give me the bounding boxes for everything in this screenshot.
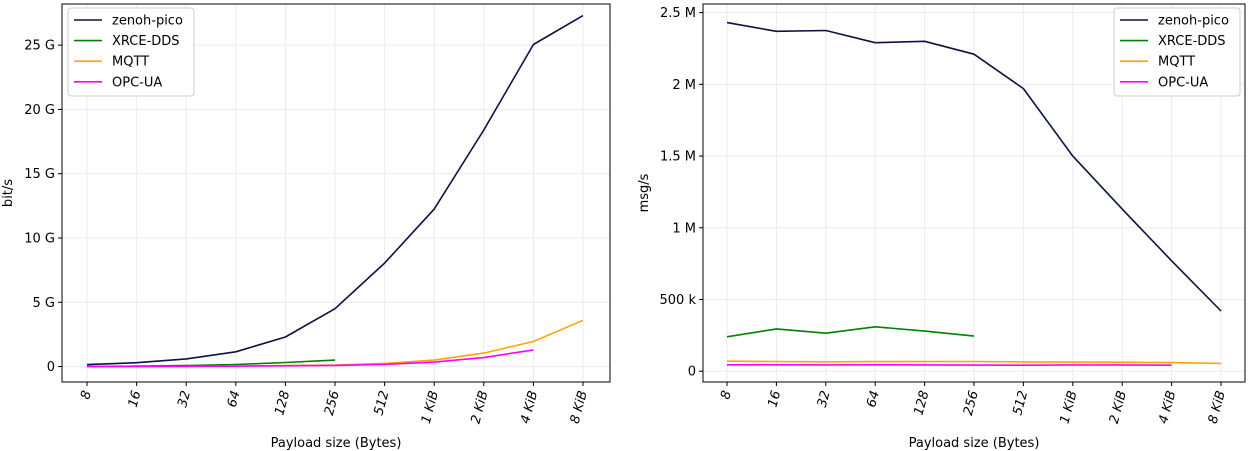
series-line-opc-ua	[86, 349, 534, 368]
series-line-zenoh-pico	[86, 14, 584, 366]
plot-frame	[61, 3, 611, 383]
x-tick-label: 16	[126, 389, 145, 409]
x-tick-label: 512	[372, 389, 393, 417]
x-tick-label: 8 KiB	[1206, 389, 1229, 425]
legend: zenoh-pico XRCE-DDS MQTT OPC-UA	[1113, 7, 1241, 97]
x-tick-label: 512	[1010, 389, 1031, 417]
x-tick-label: 64	[864, 389, 883, 409]
legend-label: XRCE-DDS	[1158, 34, 1226, 49]
x-tick-label: 128	[912, 389, 933, 417]
x-tick-label: 1 KiB	[1058, 389, 1081, 425]
x-tick-label: 1 KiB	[419, 389, 442, 425]
x-tick-label: 4 KiB	[1156, 389, 1179, 425]
x-tick-label: 4 KiB	[518, 389, 541, 425]
y-axis-label: msg/s	[637, 173, 652, 212]
legend: zenoh-pico XRCE-DDS MQTT OPC-UA	[67, 7, 195, 97]
x-tick-label: 2 KiB	[469, 389, 492, 425]
x-tick-label: 256	[322, 389, 343, 417]
chart-throughput-messages: 0 500 k 1 M 1.5 M 2 M 2.5 M 8 16 32 64 128 256 512 1 …	[637, 3, 1246, 451]
y-axis-label: bit/s	[1, 179, 16, 207]
legend-box	[1113, 7, 1241, 97]
y-tick-label: 0	[47, 360, 55, 375]
series-line-zenoh-pico	[726, 21, 1222, 312]
y-tick-label: 2 M	[672, 78, 696, 93]
legend-label: OPC-UA	[1158, 75, 1208, 90]
y-tick-label: 1 M	[672, 221, 696, 236]
x-tick-label: 8	[78, 389, 95, 401]
y-tick-label: 15 G	[24, 167, 55, 182]
y-tick-label: 1.5 M	[660, 150, 696, 165]
series-line-mqtt	[726, 360, 1222, 365]
x-axis-label: Payload size (Bytes)	[909, 436, 1040, 451]
legend-label: zenoh-pico	[1158, 14, 1229, 29]
x-axis-label: Payload size (Bytes)	[271, 436, 402, 451]
y-tick-label: 10 G	[24, 232, 55, 247]
legend-label: zenoh-pico	[112, 14, 183, 29]
x-tick-label: 16	[765, 389, 784, 409]
legend-label: OPC-UA	[112, 75, 162, 90]
y-tick-label: 25 G	[24, 39, 55, 54]
y-tick-label: 500 k	[660, 293, 697, 308]
x-tick-label: 2 KiB	[1107, 389, 1130, 425]
x-tick-label: 32	[815, 389, 834, 409]
legend-label: MQTT	[1158, 55, 1195, 70]
legend-label: XRCE-DDS	[112, 34, 180, 49]
y-tick-label: 2.5 M	[660, 6, 696, 21]
x-tick-label: 32	[175, 389, 194, 409]
x-tick-label: 8 KiB	[568, 389, 591, 425]
y-tick-label: 0	[688, 365, 696, 380]
chart-throughput-bits: 0 5 G 10 G 15 G 20 G 25 G 8 16 32 64 128 256 512 1 Ki…	[1, 3, 611, 451]
legend-box	[67, 7, 195, 97]
x-tick-label: 128	[272, 389, 293, 417]
series-line-xrce-dds	[726, 325, 975, 338]
x-tick-label: 8	[718, 389, 735, 401]
x-tick-label: 64	[225, 389, 244, 409]
y-tick-label: 20 G	[24, 103, 55, 118]
legend-label: MQTT	[112, 55, 149, 70]
x-tick-label: 256	[961, 389, 982, 417]
y-tick-label: 5 G	[33, 296, 55, 311]
